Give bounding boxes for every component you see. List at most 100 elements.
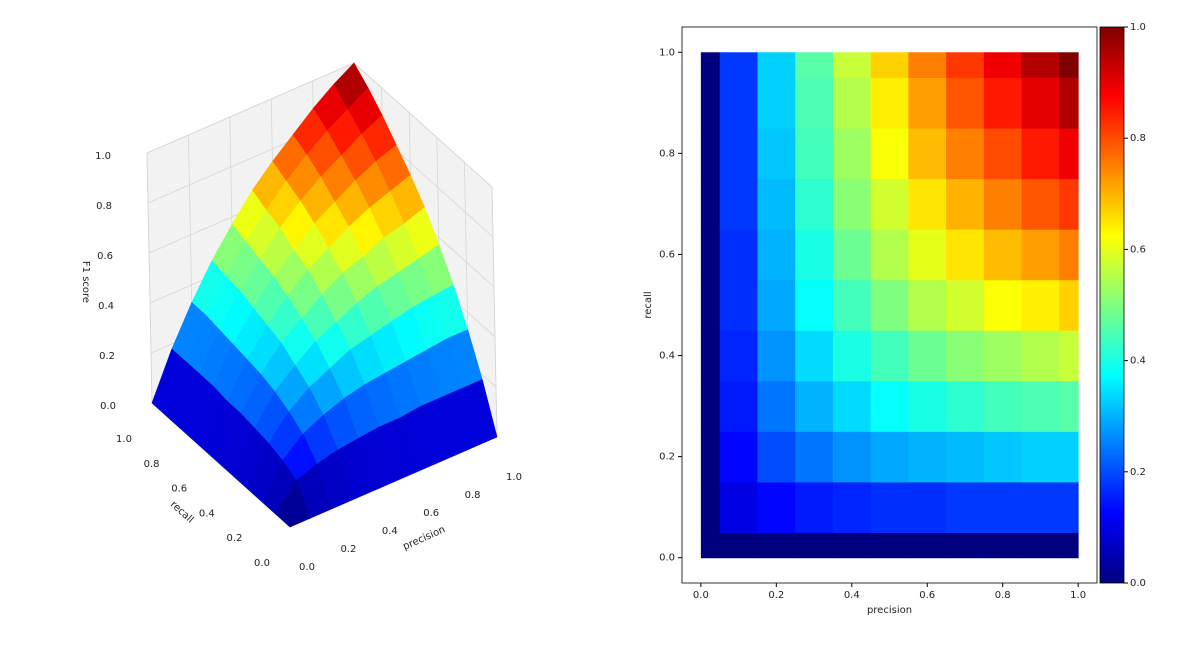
heat-cell — [908, 229, 947, 281]
x-tick-label: 0.8 — [995, 590, 1011, 601]
heat-cell — [700, 431, 721, 483]
heat-cell — [946, 532, 985, 559]
heat-cell — [719, 380, 758, 432]
x-tick-label: 1.0 — [506, 472, 522, 483]
z-tick-label: 0.0 — [100, 401, 116, 412]
heat-cell — [870, 380, 909, 432]
x-tick-label: 1.0 — [1070, 590, 1086, 601]
heat-cell — [908, 481, 947, 533]
heat-cell — [983, 77, 1023, 129]
heat-cell — [1021, 229, 1060, 281]
heat-cell — [983, 128, 1023, 180]
heat-cell — [908, 52, 947, 79]
heat-cell — [795, 178, 834, 230]
heat-cell — [908, 380, 947, 432]
colorbar-tick-label: 0.0 — [1130, 578, 1146, 589]
heat-cell — [832, 128, 872, 180]
heat-cell — [795, 229, 834, 281]
heat-cell — [946, 77, 985, 129]
heat-cell — [983, 431, 1023, 483]
z-tick-label: 0.6 — [97, 251, 113, 262]
heat-cell — [719, 52, 758, 79]
heat-cell — [795, 128, 834, 180]
heat-cell — [870, 481, 909, 533]
heat-cell — [870, 279, 909, 331]
heat-cell — [757, 178, 796, 230]
y-axis-label: recall — [643, 291, 654, 318]
heat-cell — [719, 77, 758, 129]
heat-cell — [983, 178, 1023, 230]
heat-cell — [983, 52, 1023, 79]
heat-cell — [719, 330, 758, 382]
heat-cell — [1021, 330, 1060, 382]
heat-cell — [908, 431, 947, 483]
y-tick-label: 1.0 — [116, 434, 132, 445]
heat-cell — [870, 532, 909, 559]
heat-cell — [757, 330, 796, 382]
heat-cell — [832, 52, 872, 79]
heat-cell — [908, 128, 947, 180]
colorbar-tick-label: 0.8 — [1130, 133, 1146, 144]
heat-cell — [719, 431, 758, 483]
heat-cell — [700, 330, 721, 382]
heat-cell — [795, 279, 834, 331]
z-tick-label: 0.4 — [98, 301, 114, 312]
y-tick-label: 0.2 — [659, 452, 675, 463]
z-tick-label: 0.8 — [96, 201, 112, 212]
colorbar-tick-label: 0.2 — [1130, 467, 1146, 478]
heat-cell — [757, 431, 796, 483]
heat-cell — [983, 279, 1023, 331]
heat-cell — [946, 380, 985, 432]
heat-cell — [1021, 52, 1060, 79]
colorbar — [1099, 26, 1125, 584]
heat-cell — [1021, 431, 1060, 483]
heat-cell — [946, 128, 985, 180]
y-tick-label: 0.4 — [659, 351, 675, 362]
heat-cell — [1059, 77, 1079, 129]
heat-cell — [983, 532, 1023, 559]
y-tick-label: 1.0 — [659, 47, 675, 58]
heat-cell — [983, 330, 1023, 382]
heat-cell — [1059, 279, 1079, 331]
x-tick-label: 0.8 — [465, 490, 481, 501]
heat-cell — [832, 229, 872, 281]
y-axis-label: recall — [168, 499, 196, 525]
heat-cell — [1059, 128, 1079, 180]
heat-cell — [757, 532, 796, 559]
heat-cell — [757, 481, 796, 533]
y-tick-label: 0.6 — [171, 484, 187, 495]
heat-cell — [795, 330, 834, 382]
x-tick-label: 0.0 — [693, 590, 709, 601]
plot-frame — [681, 26, 1098, 584]
heat-cell — [1059, 229, 1079, 281]
y-tick-label: 0.2 — [226, 533, 242, 544]
x-axis-label: precision — [867, 605, 912, 616]
heat-cell — [1059, 481, 1079, 533]
heat-cell — [795, 532, 834, 559]
grid-line — [491, 186, 498, 438]
heat-cell — [870, 128, 909, 180]
heat-cell — [946, 279, 985, 331]
y-tick-label: 0.0 — [659, 553, 675, 564]
heat-cell — [908, 77, 947, 129]
heat-cell — [1021, 178, 1060, 230]
x-tick-label: 0.2 — [340, 544, 356, 555]
heat-cell — [1021, 279, 1060, 331]
heat-cell — [757, 52, 796, 79]
heat-cell — [832, 77, 872, 129]
grid-line — [146, 62, 355, 154]
grid-line — [146, 152, 153, 404]
heat-cell — [870, 229, 909, 281]
heat-cell — [832, 178, 872, 230]
grid-line — [353, 62, 493, 188]
heat-cell — [700, 380, 721, 432]
heat-cell — [983, 380, 1023, 432]
heat-cell — [719, 128, 758, 180]
heat-cell — [832, 431, 872, 483]
z-tick-label: 1.0 — [95, 151, 111, 162]
y-tick-label: 0.4 — [199, 508, 215, 519]
heat-cell — [700, 178, 721, 230]
heat-cell — [908, 178, 947, 230]
heat-cell — [1021, 380, 1060, 432]
